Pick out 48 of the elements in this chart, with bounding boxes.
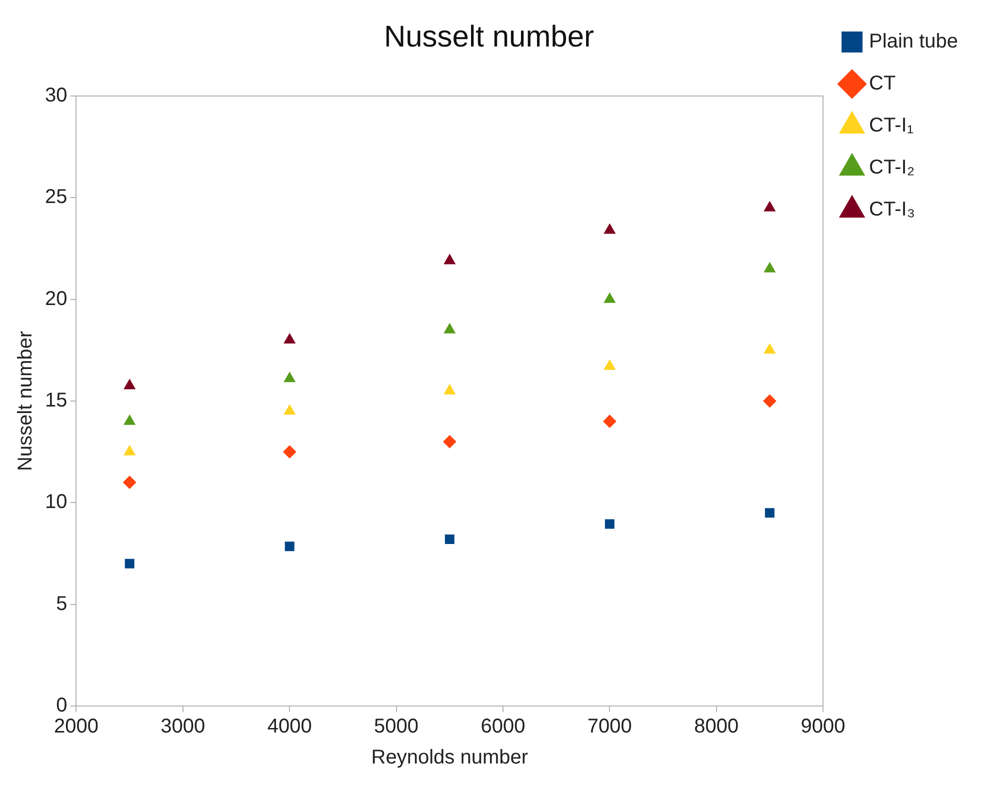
point bbox=[443, 435, 456, 448]
point bbox=[604, 519, 614, 529]
point bbox=[124, 414, 136, 425]
point bbox=[603, 414, 616, 428]
legend-label: CT-I₁ bbox=[869, 114, 914, 137]
point bbox=[444, 323, 456, 334]
point bbox=[283, 445, 296, 458]
y-tick-label: 0 bbox=[56, 694, 68, 717]
y-tick-label: 10 bbox=[44, 491, 68, 514]
point bbox=[763, 394, 776, 408]
chart-title: Nusselt number bbox=[384, 20, 594, 54]
point bbox=[444, 254, 456, 264]
x-tick-label: 3000 bbox=[160, 716, 206, 738]
legend-label: Plain tube bbox=[869, 30, 958, 53]
y-tick-label: 15 bbox=[44, 390, 68, 412]
y-tick-label: 20 bbox=[44, 288, 68, 310]
legend-label: CT bbox=[869, 72, 896, 95]
point bbox=[444, 384, 456, 394]
point bbox=[604, 360, 616, 370]
point bbox=[764, 262, 776, 272]
x-tick-label: 8000 bbox=[694, 716, 739, 738]
x-tick-label: 5000 bbox=[374, 716, 419, 738]
x-tick-label: 7000 bbox=[587, 716, 632, 738]
point bbox=[284, 372, 296, 382]
point bbox=[604, 224, 616, 234]
legend-label: CT-I₂ bbox=[869, 156, 915, 179]
point bbox=[284, 404, 296, 415]
legend-label: CT-I₃ bbox=[869, 198, 915, 221]
x-tick-label: 2000 bbox=[54, 716, 98, 738]
point bbox=[764, 201, 776, 212]
point bbox=[123, 476, 136, 489]
x-tick-label: 4000 bbox=[267, 716, 312, 738]
point bbox=[284, 542, 294, 552]
point bbox=[124, 558, 134, 568]
x-axis-title: Reynolds number bbox=[371, 746, 528, 769]
point bbox=[764, 344, 776, 354]
point bbox=[284, 334, 296, 344]
x-tick-label: 6000 bbox=[480, 716, 526, 738]
y-tick-label: 25 bbox=[44, 186, 68, 208]
y-tick-label: 30 bbox=[44, 84, 68, 107]
x-tick-label: 9000 bbox=[800, 716, 846, 738]
point bbox=[764, 508, 774, 518]
y-tick-label: 5 bbox=[56, 592, 68, 615]
point bbox=[444, 534, 454, 544]
point bbox=[124, 445, 136, 456]
point bbox=[124, 379, 136, 390]
point bbox=[604, 292, 616, 303]
y-axis-title: Nusselt number bbox=[14, 330, 37, 472]
